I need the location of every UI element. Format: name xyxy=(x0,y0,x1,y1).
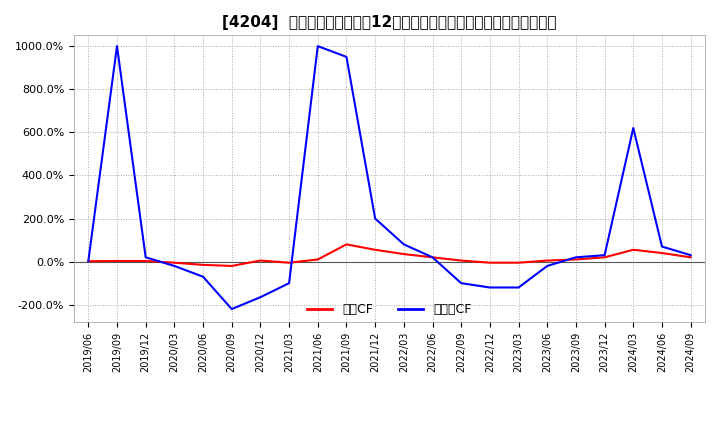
フリーCF xyxy=(228,306,236,312)
営業CF xyxy=(112,258,121,264)
フリーCF xyxy=(600,253,609,258)
フリーCF xyxy=(199,274,207,279)
営業CF xyxy=(285,260,294,265)
営業CF xyxy=(629,247,638,253)
Line: 営業CF: 営業CF xyxy=(89,244,690,266)
営業CF xyxy=(371,247,379,253)
営業CF xyxy=(657,250,666,256)
営業CF xyxy=(485,260,494,265)
営業CF xyxy=(457,258,466,263)
フリーCF xyxy=(141,255,150,260)
営業CF xyxy=(514,260,523,265)
フリーCF xyxy=(657,244,666,249)
フリーCF xyxy=(543,263,552,268)
Line: フリーCF: フリーCF xyxy=(89,46,690,309)
Legend: 営業CF, フリーCF: 営業CF, フリーCF xyxy=(302,298,477,322)
営業CF xyxy=(600,255,609,260)
フリーCF xyxy=(572,255,580,260)
Title: [4204]  キャッシュフローの12か月移動合計の対前年同期増減率の推移: [4204] キャッシュフローの12か月移動合計の対前年同期増減率の推移 xyxy=(222,15,557,30)
営業CF xyxy=(572,257,580,262)
営業CF xyxy=(342,242,351,247)
営業CF xyxy=(228,263,236,268)
営業CF xyxy=(313,257,322,262)
フリーCF xyxy=(428,255,437,260)
フリーCF xyxy=(313,44,322,49)
営業CF xyxy=(400,251,408,257)
フリーCF xyxy=(514,285,523,290)
フリーCF xyxy=(112,44,121,49)
フリーCF xyxy=(285,281,294,286)
フリーCF xyxy=(629,125,638,131)
フリーCF xyxy=(686,253,695,258)
フリーCF xyxy=(457,281,466,286)
営業CF xyxy=(543,258,552,263)
営業CF xyxy=(84,259,93,264)
フリーCF xyxy=(342,54,351,59)
営業CF xyxy=(256,258,265,263)
営業CF xyxy=(141,258,150,264)
営業CF xyxy=(428,255,437,260)
フリーCF xyxy=(84,259,93,264)
営業CF xyxy=(686,255,695,260)
フリーCF xyxy=(400,242,408,247)
フリーCF xyxy=(371,216,379,221)
フリーCF xyxy=(485,285,494,290)
営業CF xyxy=(170,260,179,265)
フリーCF xyxy=(256,294,265,300)
営業CF xyxy=(199,262,207,268)
フリーCF xyxy=(170,263,179,268)
